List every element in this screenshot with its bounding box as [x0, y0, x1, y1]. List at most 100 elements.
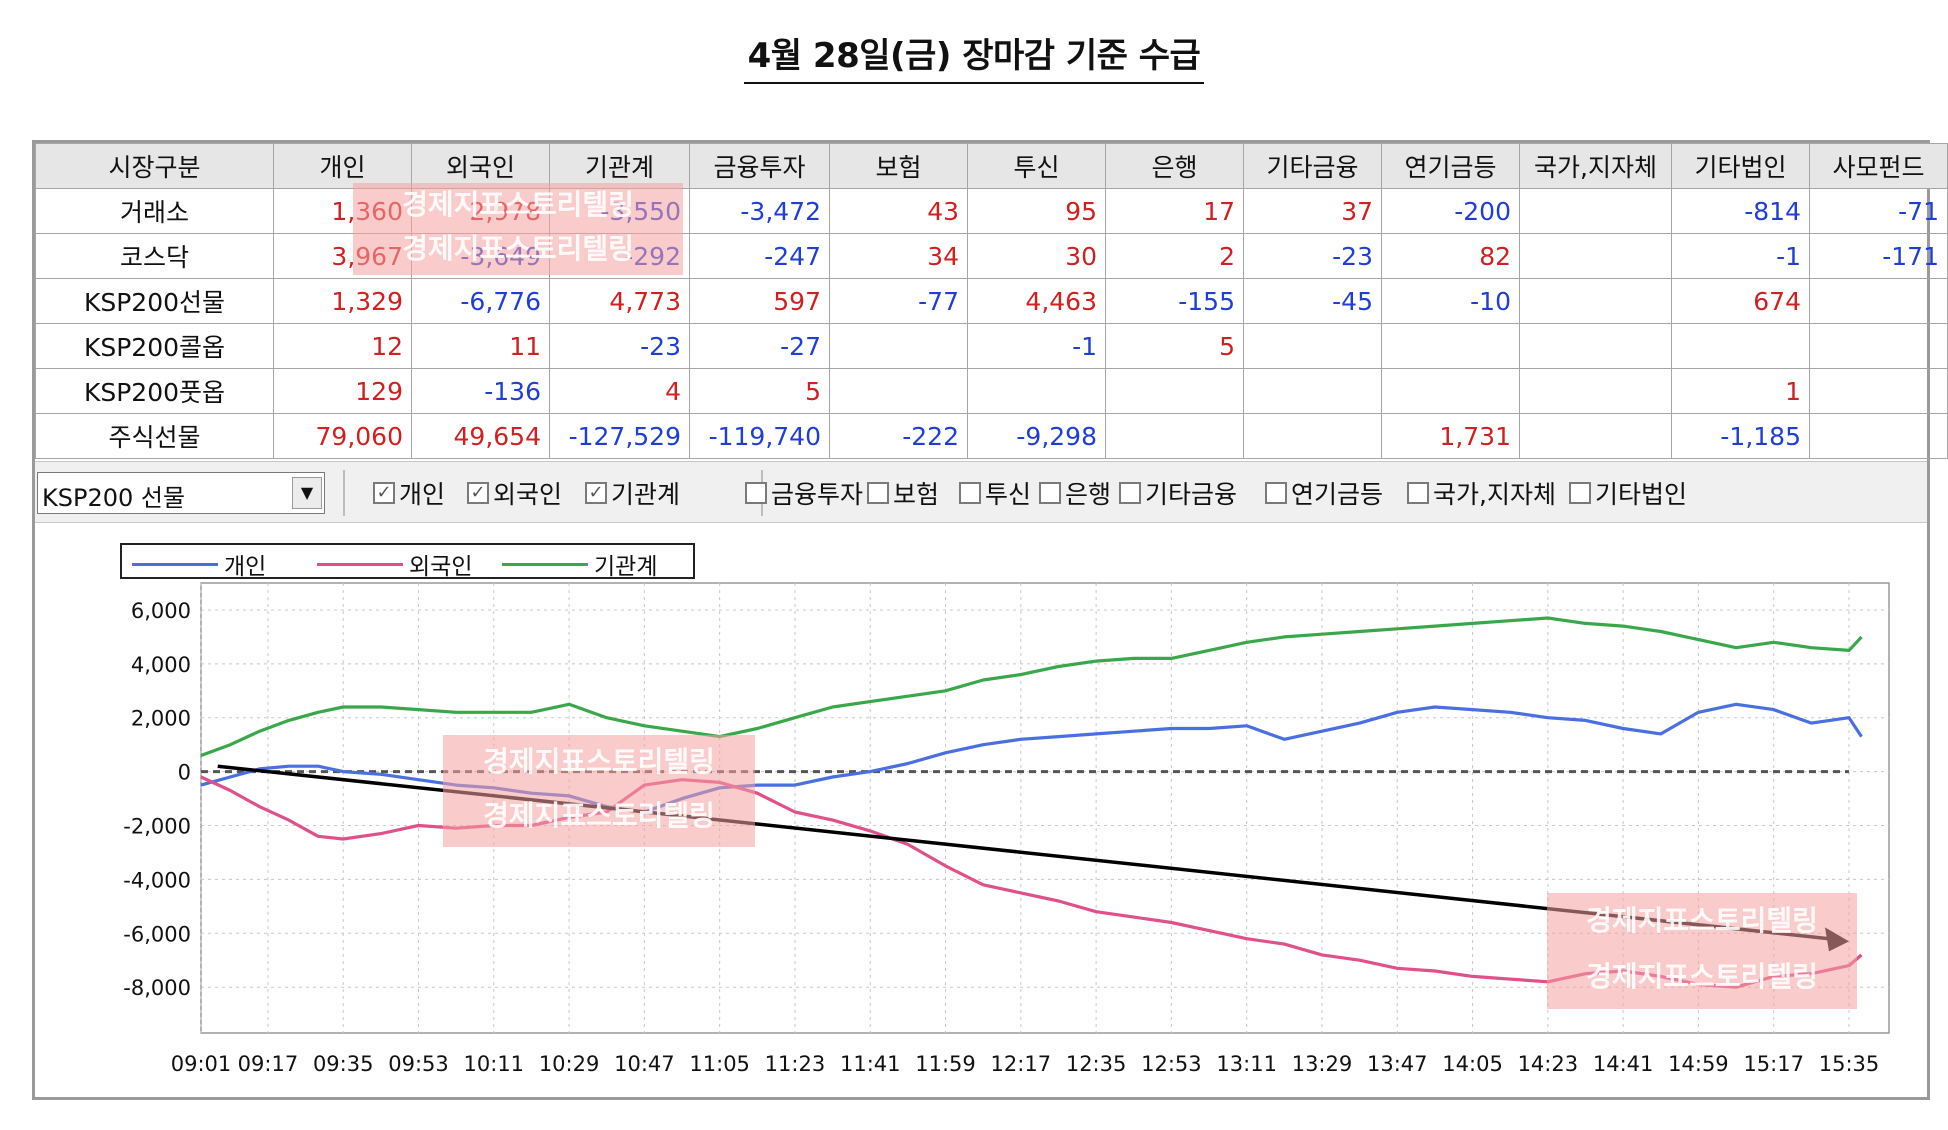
checkbox-empty-icon[interactable]	[1265, 482, 1287, 504]
watermark-text: 경제지표스토리텔링	[402, 188, 634, 221]
watermark-text: 경제지표스토리텔링	[483, 799, 715, 832]
table-cell: -247	[689, 233, 830, 279]
table-cell: 79,060	[273, 413, 412, 459]
checkbox-option[interactable]: ✓ 개인	[373, 475, 445, 511]
row-label: KSP200콜옵	[35, 323, 274, 369]
table-cell: -45	[1243, 278, 1382, 324]
table-cell	[1243, 323, 1382, 369]
x-tick-label: 13:11	[1216, 1052, 1277, 1076]
checkbox-option[interactable]: 금융투자	[745, 475, 863, 511]
x-tick-label: 13:29	[1292, 1052, 1353, 1076]
y-tick-label: -8,000	[123, 976, 191, 1000]
table-cell: -6,776	[411, 278, 550, 324]
y-tick-label: 6,000	[131, 599, 191, 623]
column-header: 외국인	[411, 143, 550, 189]
table-cell: -1	[1671, 233, 1810, 279]
checkbox-option[interactable]: 국가,지자체	[1407, 475, 1556, 511]
x-tick-label: 12:35	[1066, 1052, 1127, 1076]
checkbox-option[interactable]: 연기금등	[1265, 475, 1383, 511]
column-header: 시장구분	[35, 143, 274, 189]
table-cell	[1381, 368, 1520, 414]
table-row: KSP200선물 1,329 -6,776 4,773 597 -77 4,463 -155-…	[35, 278, 1948, 324]
table-cell	[829, 323, 968, 369]
checkbox-option[interactable]: ✓ 기관계	[585, 475, 680, 511]
checkbox-option[interactable]: 은행	[1039, 475, 1111, 511]
table-body: 거래소1,3602,978-3,550-3,47243951737-200-81…	[35, 188, 1948, 459]
x-tick-label: 11:59	[915, 1052, 976, 1076]
checkbox-empty-icon[interactable]	[1119, 482, 1141, 504]
column-header: 사모펀드	[1809, 143, 1948, 189]
watermark-text: 경제지표스토리텔링	[402, 232, 634, 265]
table-cell	[1519, 233, 1672, 279]
market-select-value: KSP200 선물	[42, 484, 186, 512]
checkbox-empty-icon[interactable]	[1569, 482, 1591, 504]
checkbox-option[interactable]: 기타금융	[1119, 475, 1237, 511]
chart-toolbar: KSP200 선물 ▼ ✓ 개인 ✓ 외국인 ✓ 기관계 금융투자 보험 투신 은행 기타금융 연기금…	[35, 461, 1927, 523]
table-cell	[1243, 368, 1382, 414]
table-cell: 5	[689, 368, 830, 414]
table-cell: 129	[273, 368, 412, 414]
table-row: 거래소1,3602,978-3,550-3,47243951737-200-81…	[35, 188, 1948, 234]
chevron-down-icon[interactable]: ▼	[292, 477, 322, 509]
checkbox-empty-icon[interactable]	[745, 482, 767, 504]
table-cell	[1519, 278, 1672, 324]
row-label: 주식선물	[35, 413, 274, 459]
table-cell: -814	[1671, 188, 1810, 234]
table-cell: 5	[1105, 323, 1244, 369]
table-cell: -23	[549, 323, 690, 369]
checkbox-empty-icon[interactable]	[1407, 482, 1429, 504]
checkbox-option[interactable]: 보험	[867, 475, 939, 511]
table-cell: 597	[689, 278, 830, 324]
table-row: KSP200풋옵 129 -136 4 5 1	[35, 368, 1948, 414]
table-cell	[1381, 323, 1520, 369]
checkbox-option[interactable]: 투신	[959, 475, 1031, 511]
x-tick-label: 10:11	[464, 1052, 525, 1076]
chart-legend: 개인 외국인 기관계	[120, 543, 695, 581]
checkbox-label: 금융투자	[771, 480, 864, 509]
x-tick-label: 14:41	[1593, 1052, 1654, 1076]
row-label: 코스닥	[35, 233, 274, 279]
table-cell: -171	[1809, 233, 1948, 279]
x-tick-label: 13:47	[1367, 1052, 1428, 1076]
table-cell	[1671, 323, 1810, 369]
x-tick-label: 14:05	[1442, 1052, 1503, 1076]
checkbox-label: 기관계	[611, 480, 681, 509]
checkbox-option[interactable]: ✓ 외국인	[467, 475, 562, 511]
market-select[interactable]: KSP200 선물 ▼	[37, 472, 325, 514]
checkbox-option[interactable]: 기타법인	[1569, 475, 1687, 511]
x-tick-label: 12:53	[1141, 1052, 1202, 1076]
table-cell: -155	[1105, 278, 1244, 324]
table-cell	[1105, 413, 1244, 459]
x-tick-label: 15:35	[1819, 1052, 1880, 1076]
checkbox-empty-icon[interactable]	[1039, 482, 1061, 504]
x-tick-label: 11:41	[840, 1052, 901, 1076]
table-cell: 1	[1671, 368, 1810, 414]
x-tick-label: 12:17	[991, 1052, 1052, 1076]
checkbox-checked-icon[interactable]: ✓	[585, 482, 607, 504]
checkbox-label: 기타법인	[1595, 480, 1688, 509]
legend-label: 개인	[224, 554, 267, 580]
checkbox-empty-icon[interactable]	[867, 482, 889, 504]
table-cell	[1105, 368, 1244, 414]
checkbox-empty-icon[interactable]	[959, 482, 981, 504]
checkbox-checked-icon[interactable]: ✓	[373, 482, 395, 504]
page-title: 4월 28일(금) 장마감 기준 수급	[0, 28, 1948, 84]
legend-item-foreign: 외국인	[317, 547, 472, 581]
table-cell: 34	[829, 233, 968, 279]
x-tick-label: 10:29	[539, 1052, 600, 1076]
table-cell: -1	[967, 323, 1106, 369]
legend-item-individual: 개인	[132, 547, 266, 581]
x-tick-label: 15:17	[1743, 1052, 1804, 1076]
checkbox-label: 보험	[893, 480, 940, 509]
checkbox-checked-icon[interactable]: ✓	[467, 482, 489, 504]
net-buying-line-chart: 6,000 4,000 2,000 0 -2,000 -4,000 -6,000 -8,000…	[123, 582, 1890, 1076]
toolbar-divider	[343, 470, 345, 516]
watermark-text: 경제지표스토리텔링	[1586, 904, 1818, 937]
x-tick-label: 11:05	[689, 1052, 750, 1076]
table-cell	[1519, 323, 1672, 369]
column-header: 국가,지자체	[1519, 143, 1672, 189]
table-cell: 1,329	[273, 278, 412, 324]
table-cell	[829, 368, 968, 414]
table-cell	[967, 368, 1106, 414]
table-cell: 4	[549, 368, 690, 414]
